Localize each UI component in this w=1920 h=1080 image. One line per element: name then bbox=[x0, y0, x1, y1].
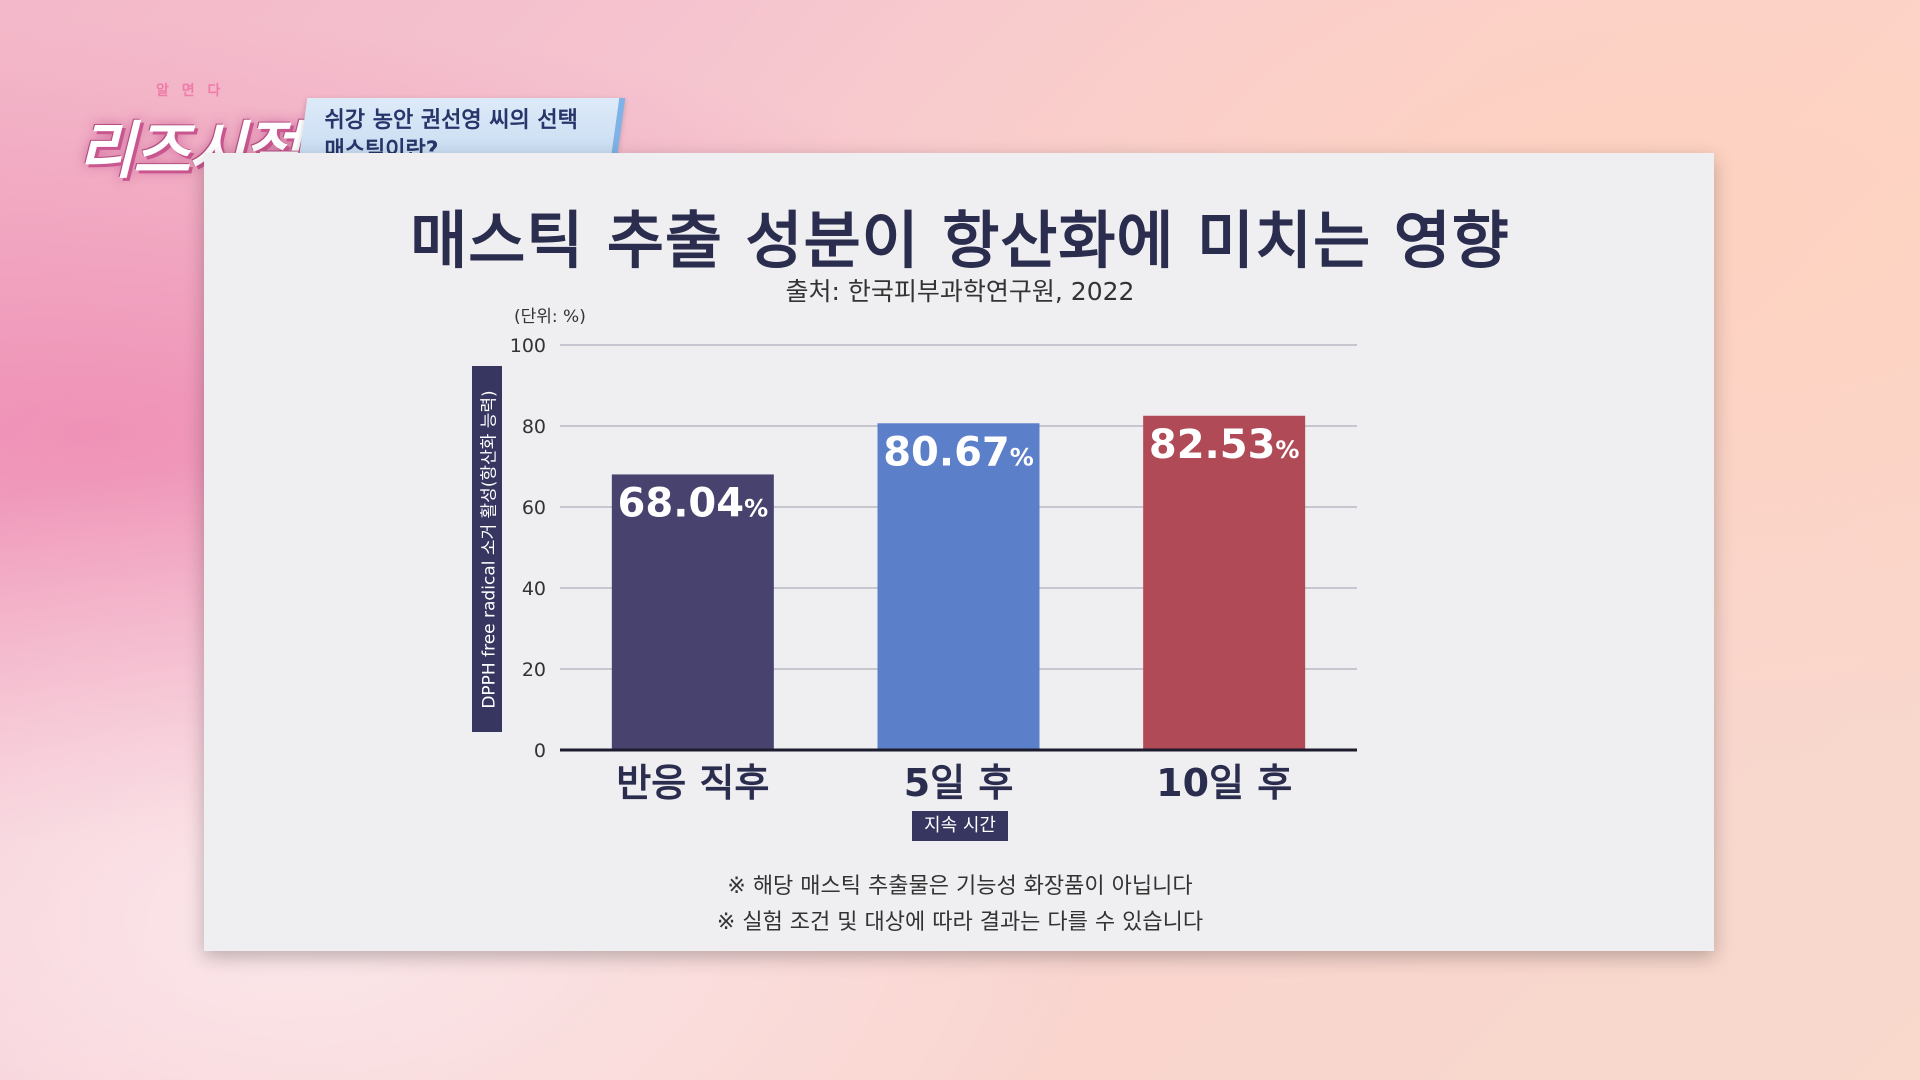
bar bbox=[877, 423, 1040, 750]
x-axis-label: 지속 시간 bbox=[912, 811, 1008, 841]
y-tick-label: 0 bbox=[534, 740, 546, 762]
data-label: 82.53% bbox=[1149, 422, 1300, 468]
bar bbox=[611, 474, 774, 750]
bar bbox=[1143, 415, 1306, 750]
data-label: 68.04% bbox=[618, 480, 769, 526]
data-label: 80.67% bbox=[883, 429, 1034, 475]
y-tick-label: 100 bbox=[510, 335, 546, 357]
chart-title: 매스틱 추출 성분이 항산화에 미치는 영향 bbox=[410, 204, 1510, 277]
x-category-label: 5일 후 bbox=[904, 761, 1014, 805]
y-tick-label: 20 bbox=[522, 659, 546, 681]
y-tick-label: 60 bbox=[522, 497, 546, 519]
y-tick-label: 40 bbox=[522, 578, 546, 600]
chart-source: 출처: 한국피부과학연구원, 2022 bbox=[785, 277, 1135, 306]
footnote-2: ※ 실험 조건 및 대상에 따라 결과는 다를 수 있습니다 bbox=[716, 910, 1204, 935]
logo-small-text: 알 면 다 bbox=[156, 83, 225, 99]
x-category-label: 10일 후 bbox=[1156, 761, 1292, 805]
footnote-1: ※ 해당 매스틱 추출물은 기능성 화장품이 아닙니다 bbox=[727, 874, 1193, 899]
y-tick-label: 80 bbox=[522, 416, 546, 438]
unit-label: (단위: %) bbox=[514, 307, 586, 327]
x-category-label: 반응 직후 bbox=[616, 761, 769, 805]
y-axis-label-box: DPPH free radical 소거 활성(항산화 능력) bbox=[472, 366, 502, 732]
